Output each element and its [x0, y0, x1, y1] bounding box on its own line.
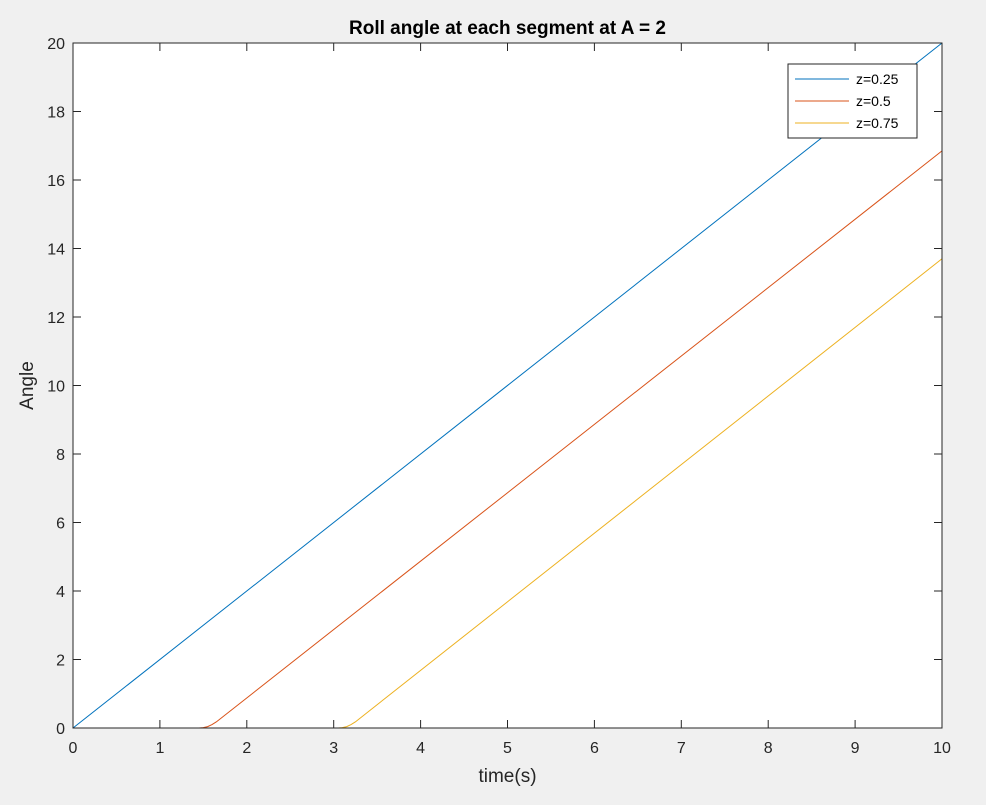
- x-tick-label: 9: [851, 740, 860, 757]
- x-tick-label: 5: [503, 740, 512, 757]
- legend-label-1: z=0.25: [856, 71, 899, 87]
- x-tick-label: 1: [155, 740, 164, 757]
- y-tick-label: 18: [47, 105, 65, 122]
- legend-label-2: z=0.5: [856, 93, 891, 109]
- chart-title: Roll angle at each segment at A = 2: [349, 18, 666, 39]
- y-axis-label: Angle: [17, 361, 38, 410]
- y-tick-label: 16: [47, 173, 65, 190]
- y-tick-label: 6: [56, 516, 65, 533]
- y-tick-label: 2: [56, 653, 65, 670]
- series-line-1: [72, 42, 943, 729]
- y-tick-label: 0: [56, 721, 65, 738]
- x-tick-label: 4: [416, 740, 425, 757]
- y-tick-label: 10: [47, 379, 65, 396]
- x-tick-label: 10: [933, 740, 951, 757]
- x-axis-label: time(s): [478, 766, 536, 787]
- x-tick-label: 2: [242, 740, 251, 757]
- y-tick-label: 12: [47, 310, 65, 327]
- y-tick-label: 4: [56, 584, 65, 601]
- x-tick-label: 0: [69, 740, 78, 757]
- x-tick-label: 3: [329, 740, 338, 757]
- x-tick-label: 6: [590, 740, 599, 757]
- x-tick-label: 7: [677, 740, 686, 757]
- x-tick-label: 8: [764, 740, 773, 757]
- legend-label-3: z=0.75: [856, 115, 899, 131]
- legend: z=0.25 z=0.5 z=0.75: [787, 63, 918, 139]
- y-tick-label: 20: [47, 36, 65, 53]
- y-tick-label: 14: [47, 242, 65, 259]
- y-tick-label: 8: [56, 447, 65, 464]
